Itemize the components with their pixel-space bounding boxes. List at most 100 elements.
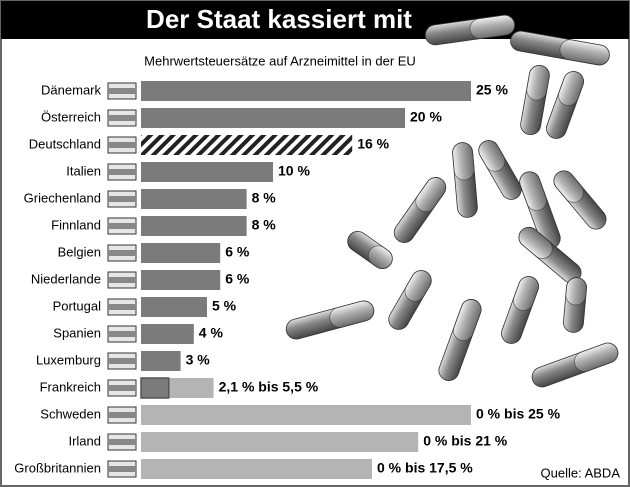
category-label: Luxemburg (36, 352, 101, 367)
category-label: Italien (66, 163, 101, 178)
flag-band (108, 88, 136, 94)
range-bar (141, 405, 471, 425)
pill (553, 170, 607, 230)
value-label: 0 % bis 21 % (423, 433, 508, 449)
flag (107, 433, 137, 451)
pill-half (559, 39, 610, 66)
bar (141, 324, 194, 344)
bar (141, 108, 405, 128)
flag-band (108, 304, 136, 310)
flag-band (108, 466, 136, 472)
pill (424, 14, 516, 46)
category-label: Schweden (40, 406, 101, 421)
pill-half (565, 277, 587, 306)
pill (438, 299, 482, 381)
flag-band (108, 385, 136, 391)
category-label: Finnland (51, 217, 101, 232)
flag (107, 271, 137, 289)
value-label: 25 % (476, 82, 508, 98)
bar (141, 270, 221, 290)
flag-band (108, 196, 136, 202)
category-label: Großbritannien (14, 460, 101, 475)
chart-title: Der Staat kassiert mit (146, 4, 412, 34)
bar (141, 216, 247, 236)
value-label: 5 % (212, 298, 237, 314)
pill (563, 277, 587, 333)
value-label: 0 % bis 17,5 % (377, 460, 473, 476)
pill (393, 177, 447, 243)
bar (141, 189, 247, 209)
flag-band (108, 331, 136, 337)
flag-band (108, 223, 136, 229)
pill-half (404, 270, 432, 302)
chart-subtitle: Mehrwertsteuersätze auf Arzneimittel in … (144, 53, 416, 68)
flag (107, 217, 137, 235)
category-label: Irland (68, 433, 101, 448)
range-bar (168, 378, 214, 398)
category-label: Spanien (53, 325, 101, 340)
pill (546, 71, 584, 139)
bar (141, 243, 221, 263)
flag-band (108, 115, 136, 121)
category-label: Dänemark (41, 82, 101, 97)
pill (388, 270, 432, 330)
bar (141, 162, 273, 182)
pill (501, 276, 539, 344)
pill-half (415, 177, 447, 213)
flag-band (108, 142, 136, 148)
flag-band (108, 277, 136, 283)
category-label: Portugal (53, 298, 102, 313)
value-label: 20 % (410, 109, 442, 125)
flag (107, 109, 137, 127)
flag (107, 325, 137, 343)
pill-half (519, 171, 547, 212)
pill (518, 226, 582, 284)
pill (520, 64, 550, 136)
pill-half (518, 226, 553, 259)
flag (107, 352, 137, 370)
bar (141, 297, 207, 317)
category-label: Niederlande (31, 271, 101, 286)
value-label: 3 % (186, 352, 211, 368)
flag-band (108, 439, 136, 445)
pill-half (452, 142, 475, 181)
range-bar (141, 459, 372, 479)
pill-half (553, 170, 584, 203)
pill-half (526, 64, 550, 101)
pill-half (513, 276, 539, 312)
flag (107, 190, 137, 208)
source: Quelle: ABDA (541, 465, 621, 480)
value-label: 6 % (225, 271, 250, 287)
flag (107, 298, 137, 316)
category-label: Belgien (58, 244, 101, 259)
pill-half (329, 300, 375, 328)
flag-band (108, 358, 136, 364)
value-label: 8 % (252, 190, 277, 206)
value-label: 8 % (252, 217, 277, 233)
pill-half (558, 71, 584, 107)
plot: Dänemark 25 % Österreich 20 % Deutschland 16 … (14, 81, 561, 479)
flag (107, 136, 137, 154)
value-label: 10 % (278, 163, 310, 179)
flag-band (108, 250, 136, 256)
pill-half (367, 245, 393, 270)
value-label: 0 % bis 25 % (476, 406, 561, 422)
pill (452, 142, 478, 218)
pill (285, 300, 375, 340)
bar (141, 81, 471, 101)
range-bar (141, 432, 419, 452)
decoration (285, 14, 619, 388)
value-label: 2,1 % bis 5,5 % (219, 379, 319, 395)
pill-half (573, 342, 619, 372)
pill (347, 230, 393, 270)
flag (107, 406, 137, 424)
value-label: 4 % (199, 325, 224, 341)
pill (531, 342, 619, 388)
category-label: Deutschland (29, 136, 101, 151)
bar (141, 351, 181, 371)
pill (510, 30, 610, 66)
category-label: Frankreich (40, 379, 101, 394)
flag (107, 460, 137, 478)
flag (107, 379, 137, 397)
value-label: 6 % (225, 244, 250, 260)
